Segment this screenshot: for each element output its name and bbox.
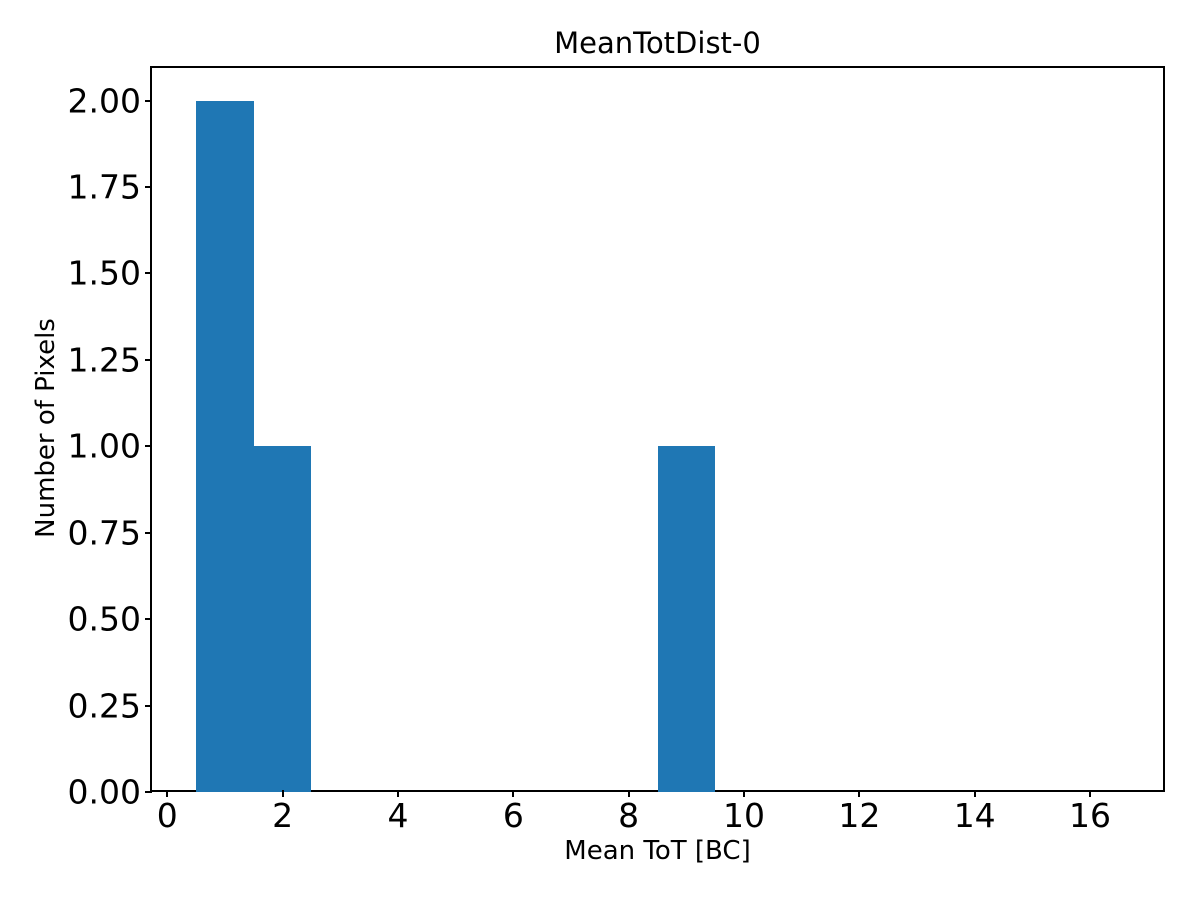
y-tick-mark: [145, 358, 152, 361]
plot-area: 0 2 4 6 8 10 12 14 16 0.00 0.25 0.50 0.75 1.00 1.25 1.5…: [68, 66, 1165, 832]
x-tick-mark: [396, 790, 399, 797]
x-tick-label: 12: [838, 796, 881, 835]
x-tick-label: 4: [387, 796, 409, 835]
x-axis-label: Mean ToT [BC]: [564, 836, 751, 866]
x-tick-mark: [743, 790, 745, 797]
x-tick-mark: [1089, 790, 1092, 797]
histogram-bar: [253, 446, 312, 792]
x-tick-mark: [166, 790, 169, 797]
y-tick-label: 1.25: [67, 340, 141, 380]
x-tick-mark: [973, 790, 976, 797]
x-tick-mark: [512, 790, 515, 797]
x-tick-label: 0: [156, 796, 178, 835]
y-tick-mark: [145, 791, 152, 793]
y-tick-mark: [145, 704, 152, 707]
chart-title: MeanTotDist-0: [554, 26, 761, 60]
x-tick-label: 16: [1069, 796, 1112, 835]
y-tick-mark: [145, 272, 152, 275]
y-tick-label: 0.00: [67, 772, 141, 812]
y-tick-label: 1.50: [67, 253, 141, 293]
x-tick-mark: [627, 790, 630, 797]
x-tick-label: 14: [953, 796, 996, 835]
y-tick-label: 1.75: [67, 167, 141, 207]
x-tick-label: 2: [272, 796, 294, 835]
y-tick-label: 0.50: [67, 599, 141, 639]
histogram-bar: [196, 100, 254, 792]
y-tick-mark: [145, 531, 152, 534]
x-tick-mark: [281, 790, 284, 797]
y-tick-mark: [145, 618, 152, 621]
x-tick-label: 10: [723, 796, 765, 835]
y-tick-label: 2.00: [67, 81, 141, 121]
x-tick-label: 6: [502, 796, 524, 835]
x-tick-label: 8: [618, 796, 640, 835]
y-axis-label: Number of Pixels: [31, 318, 61, 538]
y-tick-label: 0.75: [67, 513, 141, 553]
histogram-bar: [657, 446, 716, 792]
y-tick-label: 1.00: [67, 426, 141, 466]
y-tick-mark: [145, 445, 152, 448]
y-tick-mark: [145, 99, 152, 102]
x-tick-mark: [858, 790, 861, 797]
y-tick-mark: [145, 186, 152, 188]
y-tick-label: 0.25: [67, 686, 141, 726]
